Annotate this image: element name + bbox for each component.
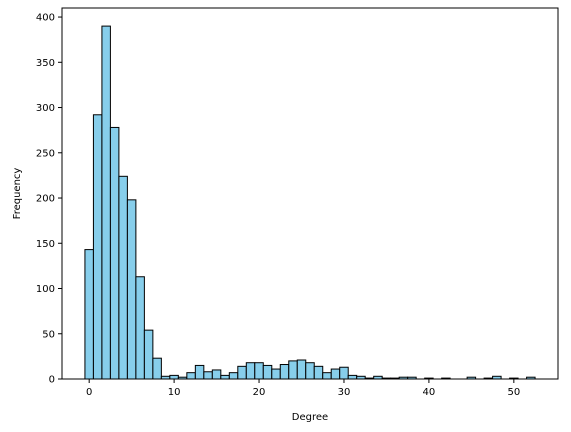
histogram-bar-3 [109,126,120,380]
histogram-bar-18 [237,365,247,380]
x-tick-label: 10 [168,387,181,398]
histogram-bar-17 [228,372,239,380]
histogram-bar-7 [143,329,154,380]
histogram-bar-26 [305,362,315,380]
histogram-bar-24 [288,360,298,380]
plot-frame [61,7,559,380]
histogram-bar-12 [186,372,196,380]
histogram-bar-23 [279,364,290,380]
histogram-bar-1 [92,114,103,380]
y-tick-label: 400 [36,13,55,24]
x-tick-label: 40 [423,387,436,398]
histogram-bar-15 [211,369,222,380]
y-tick-label: 200 [36,194,55,205]
histogram-bar-0 [84,249,94,380]
histogram-bar-6 [135,276,145,380]
histogram-bar-14 [203,371,213,380]
y-axis-label: Frequency [12,168,23,220]
histogram-bar-16 [220,374,230,380]
y-axis-ticks: 0 50 100 150 200 250 300 350 400 [36,13,62,386]
y-tick-label: 0 [49,375,55,386]
histogram-bar-8 [152,357,162,380]
histogram-bar-21 [262,364,273,380]
histogram-bar-19 [245,362,256,380]
y-tick-label: 150 [36,239,55,250]
histogram-bar-2 [101,25,111,380]
histogram-bar-29 [330,368,341,380]
y-tick-label: 50 [42,329,55,340]
y-tick-label: 100 [36,284,55,295]
x-tick-label: 0 [86,387,92,398]
histogram-bar-25 [296,359,307,380]
x-axis-ticks: 0 10 20 30 40 50 [86,379,520,398]
x-tick-label: 20 [253,387,266,398]
histogram-bar-30 [339,366,349,380]
histogram-bar-10 [169,374,179,380]
histogram-bar-27 [313,365,324,380]
x-axis-label: Degree [292,412,328,423]
histogram-bar-4 [118,175,128,380]
histogram-bar-28 [322,372,332,380]
histogram-bar-20 [254,362,264,380]
bars-group [84,25,536,380]
histogram-bar-31 [347,374,358,380]
y-tick-label: 300 [36,103,55,114]
y-tick-label: 250 [36,148,55,159]
histogram-bar-5 [126,199,137,380]
y-tick-label: 350 [36,58,55,69]
histogram-bar-22 [271,368,281,380]
histogram-bar-13 [194,364,205,380]
x-tick-label: 50 [507,387,520,398]
x-tick-label: 30 [338,387,351,398]
